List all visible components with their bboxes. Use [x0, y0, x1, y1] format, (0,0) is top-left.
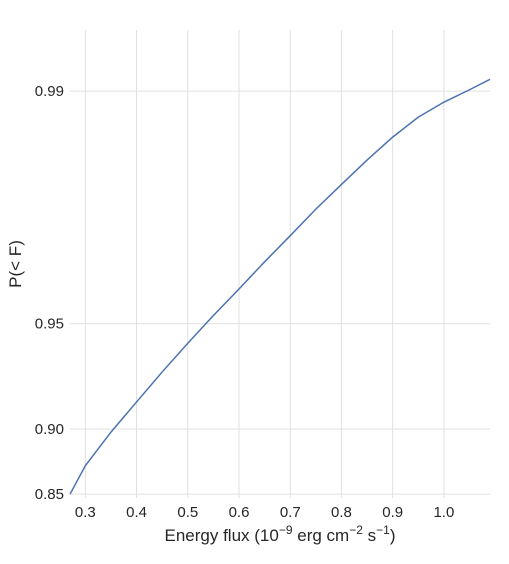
series-line — [69, 78, 491, 495]
y-axis-label: P(< F) — [6, 240, 25, 288]
x-axis-label: Energy flux (10−9 erg cm−2 s−1) — [165, 523, 396, 545]
x-tick-label: 0.6 — [229, 504, 250, 521]
x-tick-label: 0.9 — [382, 504, 403, 521]
grid — [70, 30, 490, 498]
y-tick-label: 0.95 — [35, 316, 64, 333]
y-tick-label: 0.99 — [35, 83, 64, 100]
x-tick-label: 0.8 — [331, 504, 352, 521]
x-tick-label: 0.7 — [280, 504, 301, 521]
y-tick-label: 0.85 — [35, 486, 64, 503]
x-tick-label: 0.3 — [75, 504, 96, 521]
x-tick-label: 1.0 — [433, 504, 454, 521]
x-tick-label: 0.5 — [177, 504, 198, 521]
y-tick-label: 0.90 — [35, 421, 64, 438]
x-tick-label: 0.4 — [126, 504, 147, 521]
x-tick-labels: 0.3 0.4 0.5 0.6 0.7 0.8 0.9 1.0 — [75, 504, 454, 521]
y-tick-labels: 0.85 0.90 0.95 0.99 — [35, 83, 64, 503]
